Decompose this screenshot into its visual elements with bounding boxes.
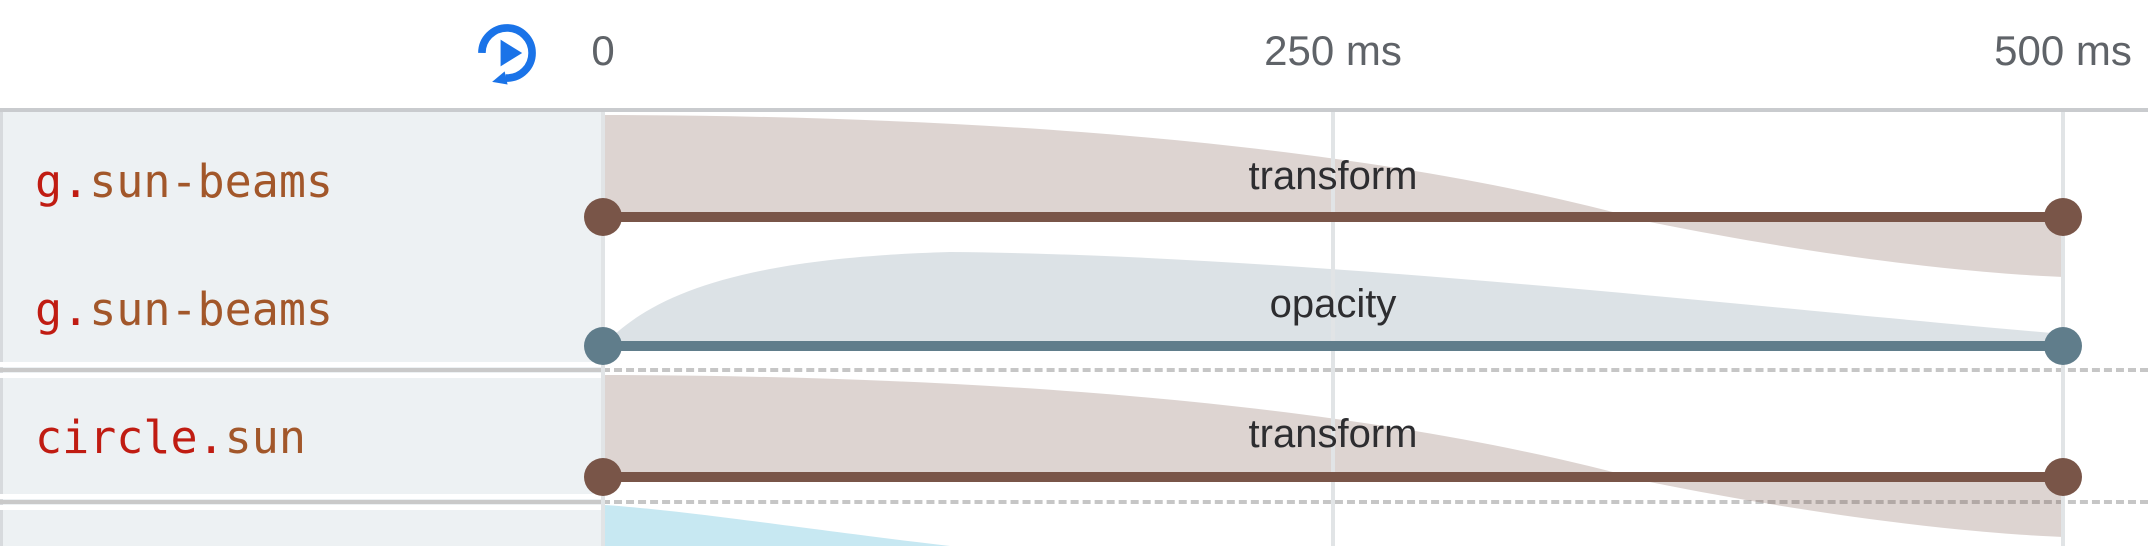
group-separator-track-1: [602, 368, 2148, 372]
group-separator-sidebar-2: [0, 500, 602, 504]
selector-tag: g: [35, 155, 63, 208]
gridline-0ms: [601, 95, 605, 546]
gridline-500ms: [2061, 95, 2065, 546]
animation-line-transform-2[interactable]: [603, 472, 2063, 482]
separator-gap: [0, 362, 602, 367]
selector-tag: g: [35, 283, 63, 336]
easing-fill-partial-row: [605, 505, 950, 546]
property-label-transform-1: transform: [1248, 154, 1418, 198]
keyframe-dot-start-transform-2[interactable]: [584, 458, 622, 496]
separator-gap: [0, 373, 602, 378]
node-list-sidebar: [0, 112, 602, 546]
node-link-g-sun-beams-1[interactable]: g.sun-beams: [35, 157, 333, 207]
selector-class: sun-beams: [89, 155, 334, 208]
keyframe-dot-end-transform-2[interactable]: [2044, 458, 2082, 496]
header-divider: [0, 108, 2148, 112]
selector-class: sun-beams: [89, 283, 334, 336]
group-separator-track-2: [602, 500, 2148, 504]
keyframe-dot-end-opacity[interactable]: [2044, 327, 2082, 365]
group-separator-sidebar-1: [0, 368, 602, 372]
selector-tag: circle: [35, 411, 198, 464]
selector-class: sun: [224, 411, 306, 464]
tick-label-0: 0: [591, 27, 615, 74]
property-label-opacity: opacity: [1269, 282, 1397, 326]
gridline-250ms: [1331, 95, 1335, 546]
selector-dot: .: [62, 155, 90, 208]
replay-button[interactable]: [472, 18, 542, 88]
animation-line-opacity[interactable]: [603, 341, 2063, 351]
keyframe-dot-start-transform-1[interactable]: [584, 198, 622, 236]
property-label-transform-2: transform: [1248, 412, 1418, 456]
selector-dot: .: [62, 283, 90, 336]
tick-label-250: 250 ms: [1264, 27, 1402, 74]
separator-gap: [0, 505, 602, 510]
keyframe-dot-end-transform-1[interactable]: [2044, 198, 2082, 236]
separator-gap: [0, 494, 602, 499]
replay-icon: [478, 24, 536, 85]
tick-label-500: 500 ms: [1994, 27, 2132, 74]
node-link-circle-sun[interactable]: circle.sun: [35, 413, 306, 463]
node-link-g-sun-beams-2[interactable]: g.sun-beams: [35, 285, 333, 335]
animation-line-transform-1[interactable]: [603, 212, 2063, 222]
timeline-header: 0 250 ms 500 ms: [0, 0, 2148, 108]
keyframe-dot-start-opacity[interactable]: [584, 327, 622, 365]
selector-dot: .: [197, 411, 225, 464]
